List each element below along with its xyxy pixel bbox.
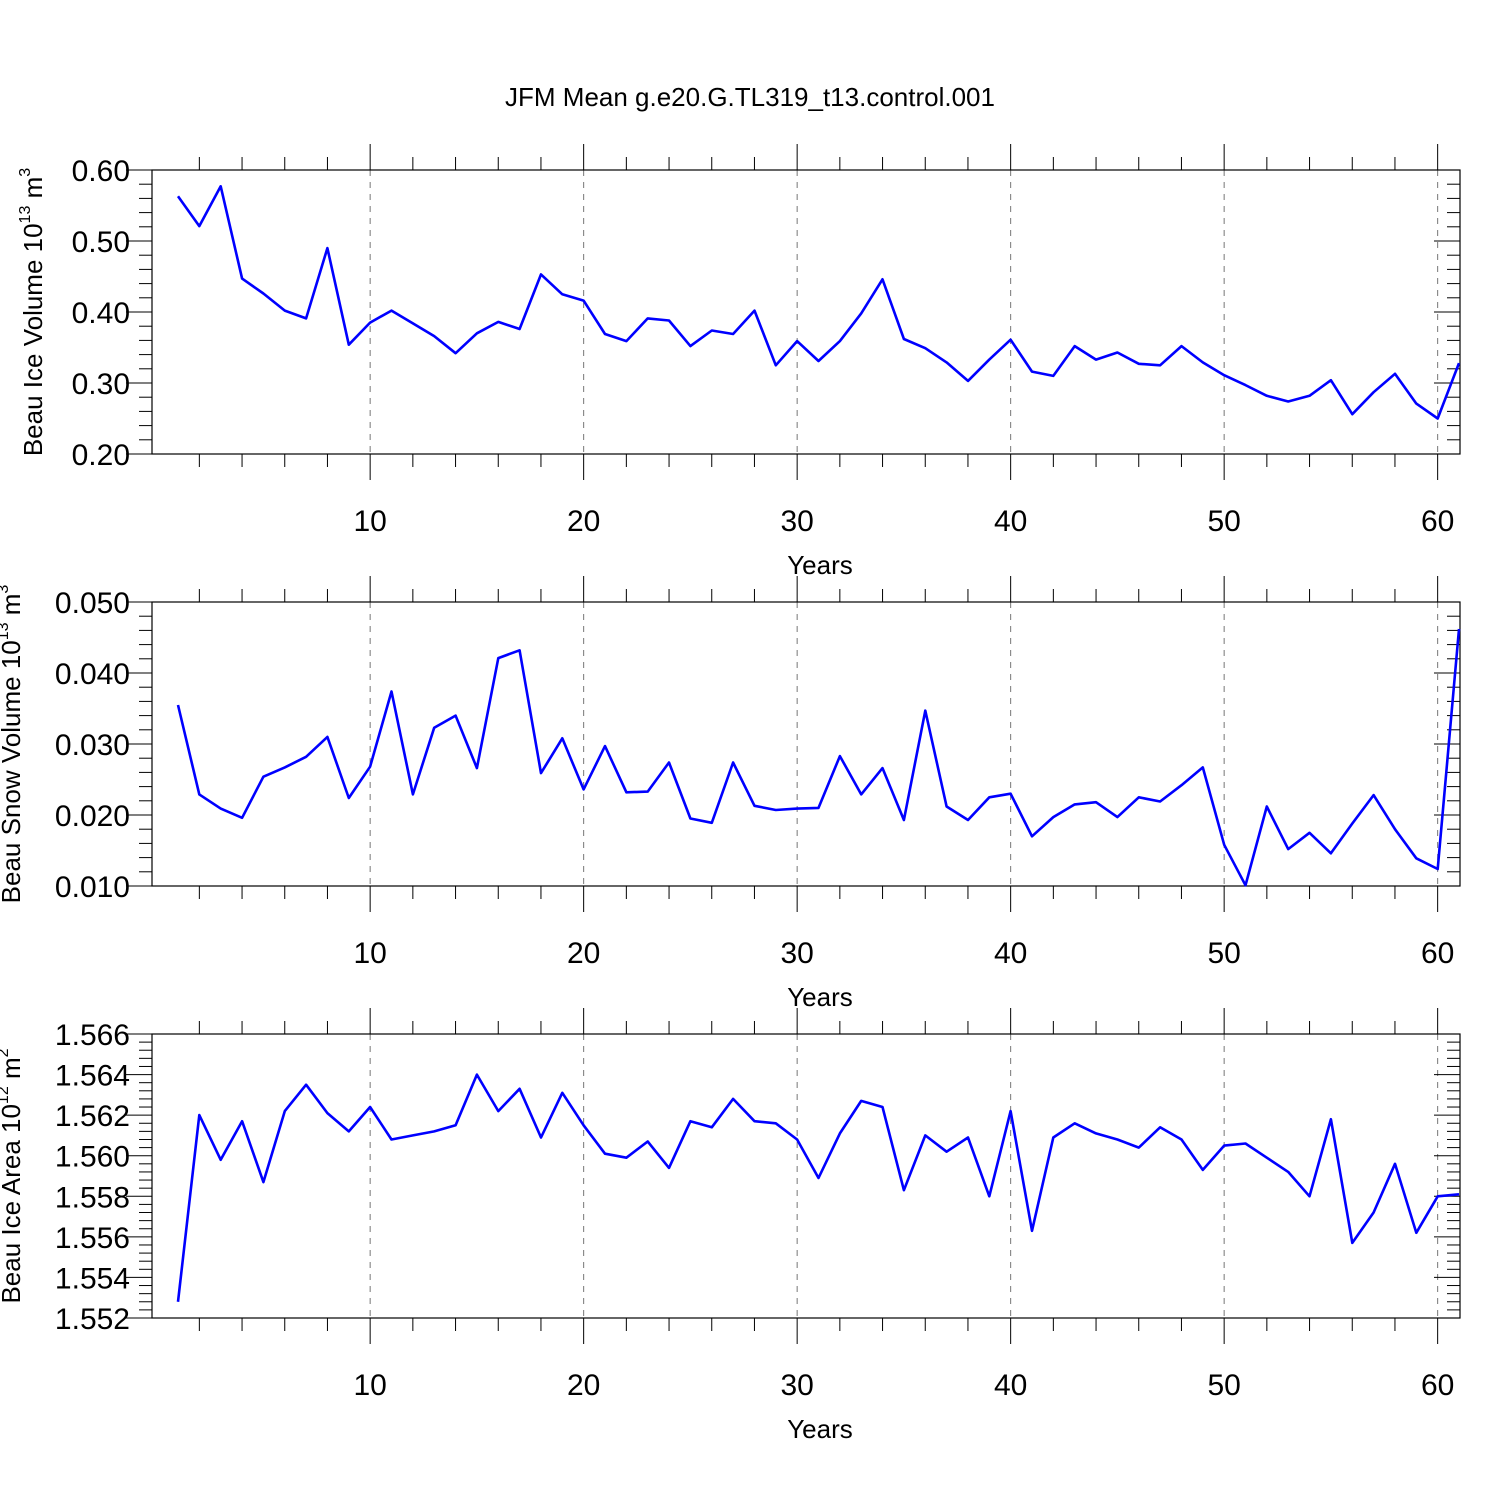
ice-area-y-axis-title: Beau Ice Area 1012 m2 (0, 1048, 26, 1303)
ice-volume-frame (151, 169, 1461, 455)
ice-area-y-tick-label: 1.554 (55, 1262, 130, 1295)
snow-volume-y-tick-label: 0.010 (55, 871, 130, 904)
ice-volume-x-tick-label: 10 (353, 505, 386, 538)
snow-volume-y-tick-label: 0.030 (55, 729, 130, 762)
ice-volume-y-tick-label: 0.50 (72, 226, 130, 259)
snow-volume-y-tick-label: 0.020 (55, 800, 130, 833)
ice-area-x-tick-label: 20 (567, 1369, 600, 1402)
ice-volume-x-tick-label: 50 (1207, 505, 1240, 538)
ice-area-y-tick-label: 1.552 (55, 1303, 130, 1336)
ice-volume-x-tick-label: 30 (780, 505, 813, 538)
ice-area-x-tick-label: 60 (1421, 1369, 1454, 1402)
ice-volume-y-tick-label: 0.20 (72, 439, 130, 472)
ice-volume-x-tick-label: 40 (994, 505, 1027, 538)
ice-volume-y-axis-title: Beau Ice Volume 1013 m3 (17, 168, 48, 456)
ice-area-y-tick-label: 1.558 (55, 1181, 130, 1214)
ice-area-x-tick-label: 40 (994, 1369, 1027, 1402)
ice-area-x-tick-label: 30 (780, 1369, 813, 1402)
snow-volume-x-tick-label: 40 (994, 937, 1027, 970)
snow-volume-panel: 10 20 30 40 50 60 0.010 0.020 0.030 0.040 0.050 Yea… (0, 576, 1461, 1012)
ice-area-y-tick-label: 1.562 (55, 1100, 130, 1133)
ice-volume-panel: 10 20 30 40 50 60 0.20 0.30 0.40 0.50 0.60 Years Bea… (17, 144, 1461, 580)
ice-area-y-tick-label: 1.564 (55, 1060, 130, 1093)
ice-area-x-tick-label: 10 (353, 1369, 386, 1402)
ice-area-x-axis-title: Years (787, 1414, 853, 1444)
snow-volume-y-tick-label: 0.050 (55, 587, 130, 620)
ice-area-x-tick-label: 50 (1207, 1369, 1240, 1402)
snow-volume-x-tick-label: 20 (567, 937, 600, 970)
ice-area-frame (151, 1033, 1461, 1319)
snow-volume-x-axis-title: Years (787, 982, 853, 1012)
ice-volume-series-line (176, 185, 1461, 420)
ice-area-y-tick-label: 1.556 (55, 1222, 130, 1255)
ice-volume-x-tick-label: 60 (1421, 505, 1454, 538)
figure-title: JFM Mean g.e20.G.TL319_t13.control.001 (505, 82, 995, 112)
ice-volume-y-tick-label: 0.60 (72, 155, 130, 188)
snow-volume-series-line (176, 628, 1461, 887)
snow-volume-frame (151, 601, 1461, 887)
snow-volume-x-tick-label: 30 (780, 937, 813, 970)
snow-volume-x-tick-label: 60 (1421, 937, 1454, 970)
ice-volume-x-tick-label: 20 (567, 505, 600, 538)
ice-area-panel: 10 20 30 40 50 60 1.552 1.554 1.556 1.558 1.560 1.5… (0, 1008, 1461, 1444)
ice-volume-y-tick-label: 0.40 (72, 297, 130, 330)
ice-volume-x-axis-title: Years (787, 550, 853, 580)
snow-volume-y-axis-title: Beau Snow Volume 1013 m3 (0, 585, 26, 904)
ice-volume-y-tick-label: 0.30 (72, 368, 130, 401)
ice-area-y-tick-label: 1.560 (55, 1141, 130, 1174)
snow-volume-x-tick-label: 50 (1207, 937, 1240, 970)
ice-area-y-tick-label: 1.566 (55, 1019, 130, 1052)
snow-volume-y-tick-label: 0.040 (55, 658, 130, 691)
ice-area-series-line (176, 1073, 1460, 1302)
snow-volume-x-tick-label: 10 (353, 937, 386, 970)
